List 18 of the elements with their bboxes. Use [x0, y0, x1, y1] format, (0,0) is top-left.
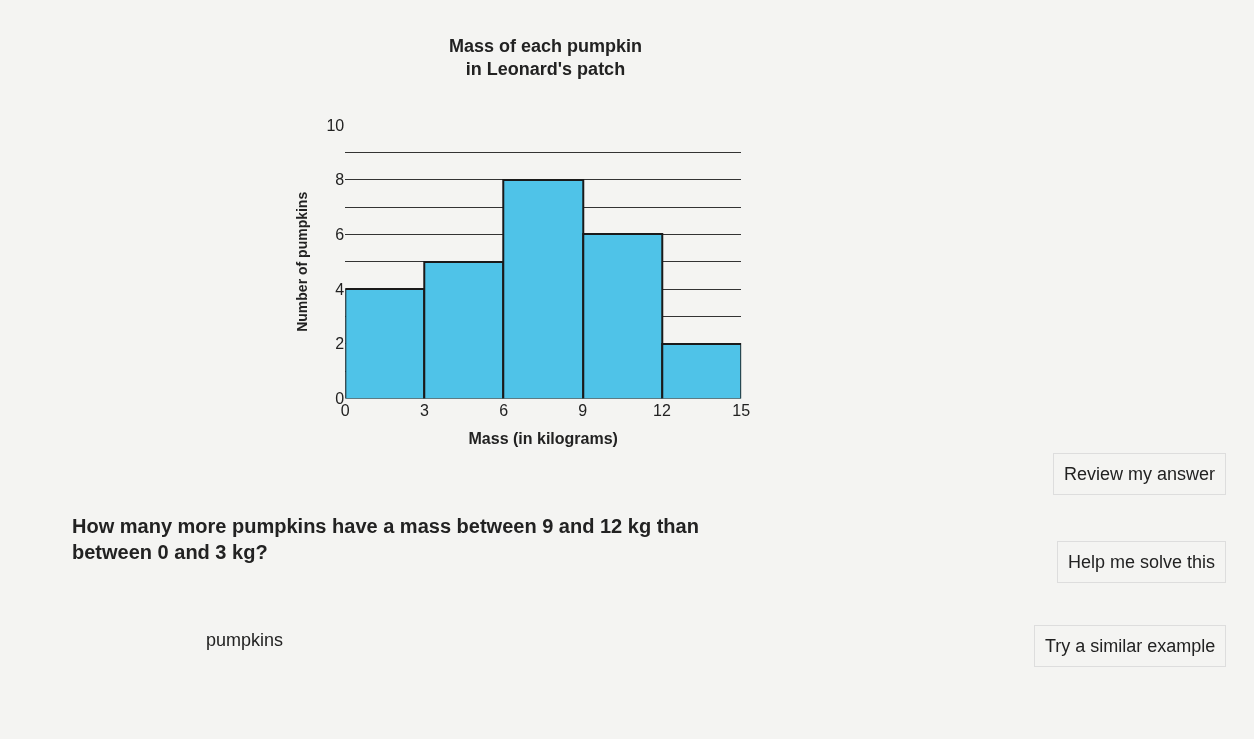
- x-tick-label: 15: [732, 401, 751, 419]
- text: Try a similar example: [1045, 636, 1216, 656]
- y-tick-label: 4: [335, 280, 345, 298]
- chart-title: Mass of each pumpkin in Leonard's patch: [448, 35, 643, 80]
- x-tick-label: 6: [499, 401, 509, 419]
- y-tick-label: 8: [335, 171, 345, 189]
- text: pumpkins: [206, 630, 284, 650]
- x-axis-title: Mass (in kilograms): [468, 430, 618, 448]
- text: How many more pumpkins have a mass between 9 and 12 kg than between 0 and 3 kg?: [72, 515, 699, 563]
- y-tick-label: 10: [326, 116, 345, 134]
- text: Review my answer: [1064, 464, 1216, 484]
- y-tick-label: 6: [335, 226, 345, 244]
- x-tick-label: 9: [578, 401, 588, 419]
- text: Help me solve this: [1068, 552, 1216, 572]
- y-tick-label: 2: [335, 335, 345, 353]
- x-tick-label: 12: [653, 401, 671, 419]
- x-tick-label: 3: [420, 401, 429, 419]
- y-axis-title: Number of pumpkins: [294, 191, 311, 332]
